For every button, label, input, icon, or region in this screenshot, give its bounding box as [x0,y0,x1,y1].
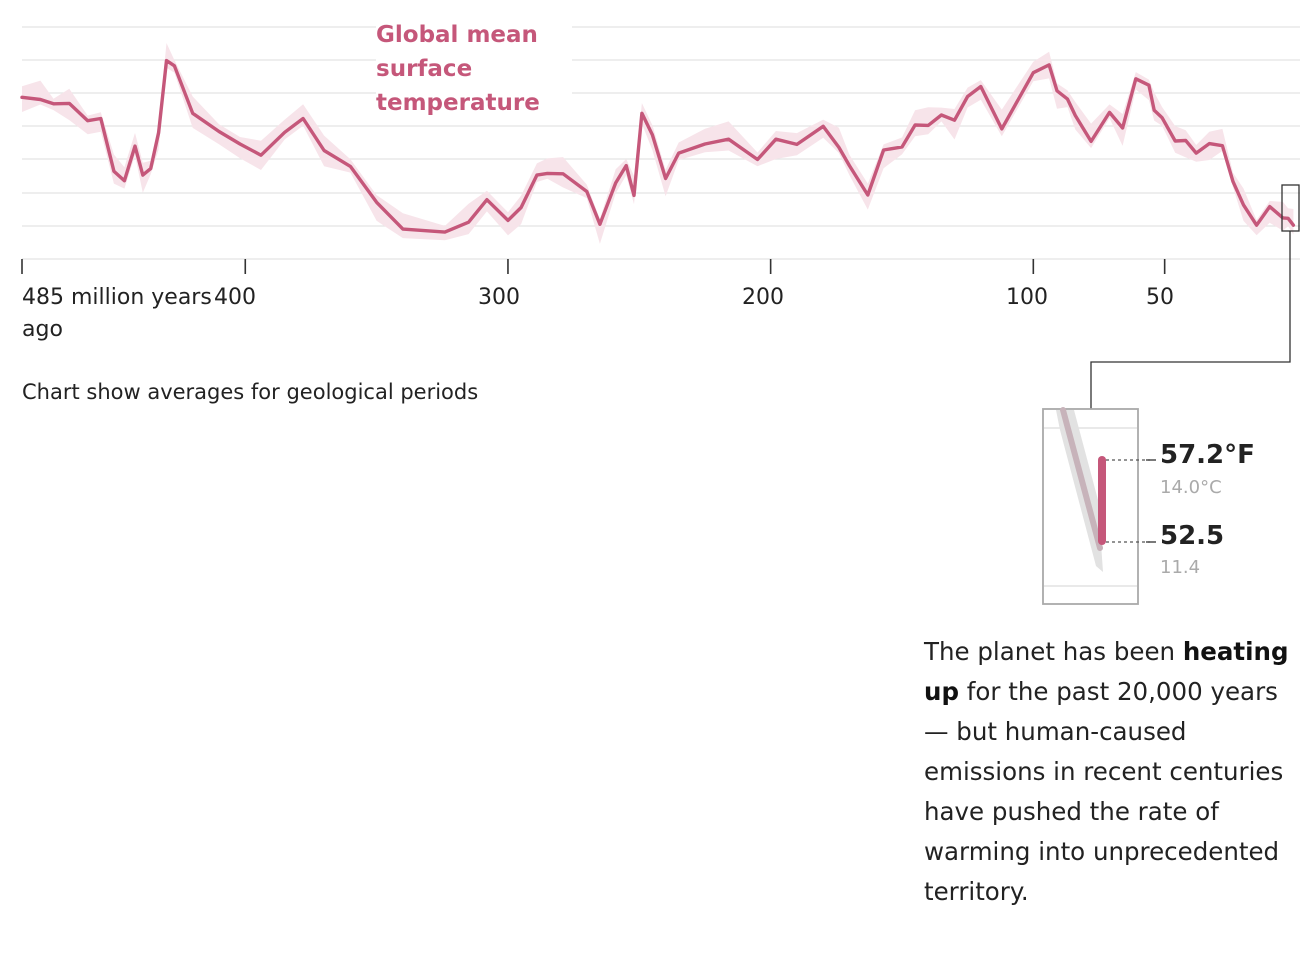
inset-lower-fahrenheit: 52.5 [1160,521,1225,551]
inset-upper-fahrenheit: 57.2°F [1160,440,1255,470]
annotation-lead: The planet has been [924,637,1183,666]
temperature-line [20,58,1296,234]
x-tick-label-100: 100 [1006,285,1048,310]
x-tick-label-400: 400 [214,285,256,310]
annotation-rest: for the past 20,000 years — but human-ca… [924,677,1284,906]
inset-lower-celsius: 11.4 [1160,557,1201,578]
chart-note: Chart show averages for geological perio… [22,380,479,404]
zoom-connector-line [1090,231,1291,410]
x-tick-label-300: 300 [478,285,520,310]
zoom-inset [1042,407,1156,605]
x-tick-label-485: 485 million years ago [22,285,212,342]
x-axis-ticks [21,259,1166,274]
x-tick-label-200: 200 [742,285,784,310]
inset-trend-line [1060,407,1103,551]
uncertainty-band [22,43,1294,244]
inset-upper-celsius: 14.0°C [1160,477,1222,498]
annotation-emphasis: heating up [924,637,1289,706]
inset-uncertainty-band [1056,410,1103,572]
x-tick-label-50: 50 [1146,285,1174,310]
series-title: Global mean surface temperature [376,18,572,120]
annotation-text: The planet has been heating up for the p… [924,632,1304,912]
